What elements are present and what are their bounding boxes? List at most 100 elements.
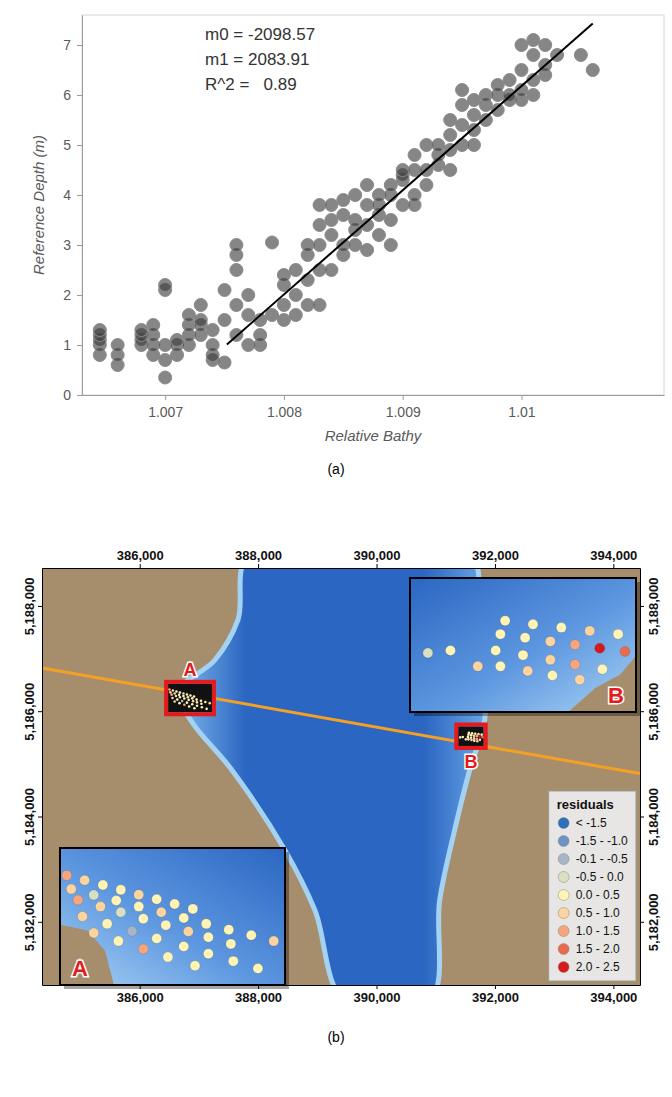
region-point: [473, 737, 476, 740]
tick: 4: [63, 187, 82, 203]
tick-label: 394,000: [590, 990, 637, 1005]
region-point: [170, 693, 173, 696]
point: [242, 289, 255, 302]
region-label: A: [184, 660, 197, 680]
point: [349, 189, 362, 202]
tick-label: 390,000: [354, 548, 401, 563]
tick-mark: [377, 564, 378, 568]
residual-point: [613, 629, 623, 639]
annotation: m1 = 2083.91: [205, 50, 309, 69]
point: [384, 214, 397, 227]
tick-label: 5,186,000: [22, 683, 37, 741]
tick-mark: [38, 606, 42, 607]
tick: 5,184,000: [22, 788, 42, 846]
tick-label: 5,188,000: [22, 577, 37, 635]
legend-swatch: [558, 962, 569, 973]
point: [218, 314, 231, 327]
tick-label: 386,000: [117, 990, 164, 1005]
point: [266, 309, 279, 322]
region-point: [183, 697, 186, 700]
tick: 1.009: [386, 395, 421, 420]
point: [349, 239, 362, 252]
tick: 5,182,000: [22, 893, 42, 951]
residual-point: [138, 944, 148, 954]
tick-label: 394,000: [590, 548, 637, 563]
y-axis-title: Reference Depth (m): [30, 135, 47, 275]
legend-swatch: [558, 854, 569, 865]
residual-point: [491, 645, 501, 655]
residual-point: [597, 664, 607, 674]
point: [159, 354, 172, 367]
residual-point: [203, 949, 213, 959]
tick-label: 0: [63, 387, 71, 403]
point: [444, 114, 457, 127]
tick: 386,000: [117, 985, 164, 1005]
residual-point: [134, 902, 144, 912]
tick-label: 5,188,000: [646, 577, 661, 635]
point: [444, 129, 457, 142]
point: [384, 239, 397, 252]
inset-label: B: [608, 683, 624, 708]
point: [313, 219, 326, 232]
residual-point: [201, 919, 211, 929]
point: [313, 199, 326, 212]
point: [515, 39, 528, 52]
tick: 2: [63, 287, 82, 303]
residual-point: [473, 661, 483, 671]
legend-swatch: [558, 890, 569, 901]
tick-label: 4: [63, 187, 71, 203]
point: [159, 339, 172, 352]
tick-mark: [521, 395, 522, 400]
point: [206, 324, 219, 337]
region-point: [478, 735, 481, 738]
residual-point: [520, 633, 530, 643]
point: [301, 274, 314, 287]
legend-label: < -1.5: [576, 816, 607, 830]
point: [408, 189, 421, 202]
tick-mark: [77, 45, 82, 46]
tick-mark: [495, 564, 496, 568]
point: [491, 79, 504, 92]
residual-point: [170, 899, 180, 909]
point: [479, 89, 492, 102]
residual-point: [528, 619, 538, 629]
map-area: [42, 568, 640, 985]
tick: 5,186,000: [640, 683, 661, 741]
legend-label: -0.1 - -0.5: [576, 852, 628, 866]
point: [171, 334, 184, 347]
region-point: [195, 698, 198, 701]
x-axis-line: [83, 395, 665, 396]
inset-area: [60, 848, 285, 985]
point: [301, 299, 314, 312]
y-axis-line: [82, 16, 83, 396]
point: [218, 356, 231, 369]
region-point: [173, 700, 176, 703]
y-axis-right: 5,182,0005,184,0005,186,0005,188,000: [640, 569, 661, 986]
point: [159, 279, 172, 292]
point: [503, 74, 516, 87]
residual-point: [89, 890, 99, 900]
residual-point: [190, 961, 200, 971]
inset-land: [60, 925, 114, 985]
tick-label: 5,184,000: [646, 788, 661, 846]
residual-point: [179, 941, 189, 951]
tick: 5,184,000: [640, 788, 661, 846]
point: [467, 109, 480, 122]
region-point: [168, 688, 171, 691]
legend: residuals< -1.5-1.5 - -1.0-0.1 - -0.5-0.…: [549, 791, 636, 981]
region-point: [173, 692, 176, 695]
point: [420, 139, 433, 152]
point: [182, 309, 195, 322]
region-point: [204, 701, 207, 704]
region-point: [465, 738, 468, 741]
point: [289, 289, 302, 302]
region-point: [459, 736, 462, 739]
region-point: [187, 696, 190, 699]
tick-mark: [377, 985, 378, 989]
tick-label: 1.009: [386, 404, 421, 420]
tick: 390,000: [354, 548, 401, 568]
tick: 386,000: [117, 548, 164, 568]
point: [277, 299, 290, 312]
point: [420, 179, 433, 192]
point: [515, 64, 528, 77]
